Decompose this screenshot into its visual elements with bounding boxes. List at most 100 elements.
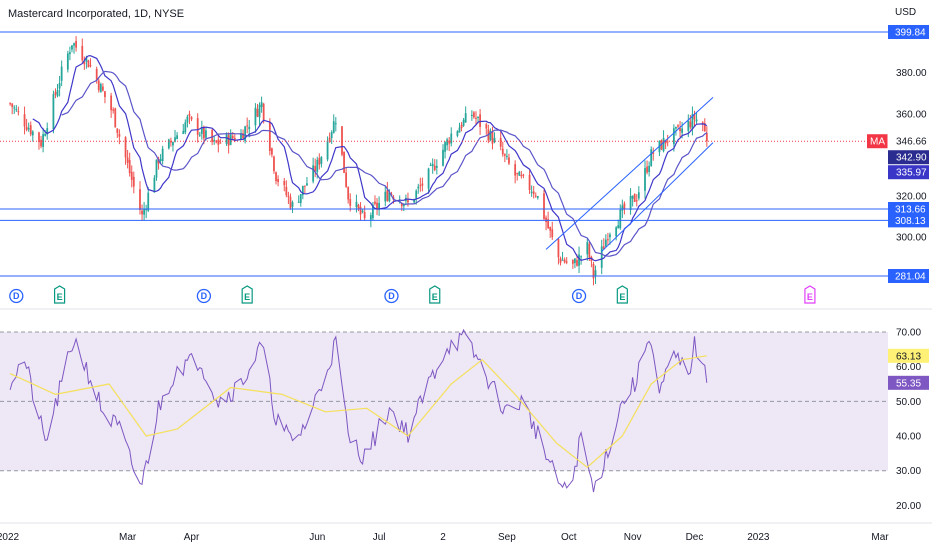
rsi-tick-label: 70.00 (896, 328, 921, 339)
candle-up (378, 202, 380, 210)
candle-up (600, 246, 603, 268)
rsi-value-label: 55.35 (896, 378, 921, 389)
candle-up (161, 148, 164, 162)
dividend-marker[interactable] (571, 288, 587, 304)
candle-up (464, 113, 467, 123)
earnings-marker-label: E (807, 292, 813, 302)
candle-up (650, 149, 653, 167)
candle-down (400, 203, 403, 207)
price-tick-label: 300.00 (896, 233, 927, 244)
candle-down (101, 86, 104, 91)
dividend-marker-label: D (201, 291, 208, 301)
price-tick-label: 320.00 (896, 191, 927, 202)
time-tick-label: Mar (871, 532, 889, 543)
candle-down (126, 157, 129, 163)
candle-up (58, 83, 61, 89)
candle-down (314, 166, 317, 172)
candle-down (256, 108, 259, 117)
earnings-marker[interactable] (616, 285, 628, 304)
candle-down (271, 148, 273, 155)
candle-down (246, 125, 249, 127)
ma-value-label: 342.90 (896, 153, 927, 164)
candle-down (217, 139, 220, 145)
earnings-marker[interactable] (53, 285, 66, 304)
candle-up (244, 126, 247, 141)
candle-up (320, 156, 323, 164)
earnings-marker[interactable] (241, 285, 253, 304)
price-tick-label: 380.00 (896, 68, 927, 79)
candle-down (703, 123, 706, 132)
candle-down (386, 190, 389, 201)
candle-up (213, 139, 216, 141)
candle-up (71, 45, 73, 50)
candle-up (225, 134, 228, 144)
candle-down (475, 117, 477, 119)
candle-down (211, 129, 214, 142)
candle-up (450, 133, 453, 144)
candle-up (198, 134, 201, 136)
candle-down (485, 124, 488, 129)
candle-up (184, 122, 187, 133)
ma-slow-line (61, 70, 708, 257)
dividend-marker[interactable] (384, 288, 399, 304)
candle-up (617, 225, 620, 229)
candle-up (330, 132, 333, 139)
earnings-marker[interactable] (429, 285, 441, 304)
candle-down (54, 92, 57, 95)
candle-down (262, 103, 265, 121)
chart-title: Mastercard Incorporated, 1D, NYSE (8, 8, 184, 20)
candle-down (646, 166, 648, 173)
candle-up (574, 258, 576, 264)
candle-down (503, 154, 506, 156)
candle-down (374, 201, 376, 204)
candle-down (666, 141, 669, 143)
candle-down (132, 176, 135, 187)
candle-up (147, 192, 150, 211)
rsi-tick-label: 20.00 (896, 501, 921, 512)
future-earnings-marker[interactable] (804, 285, 816, 304)
candle-down (693, 113, 696, 120)
dividend-marker[interactable] (9, 288, 24, 304)
candle-down (227, 135, 230, 146)
dividend-marker-label: D (576, 291, 583, 301)
candle-up (372, 204, 374, 219)
candle-down (705, 133, 708, 142)
time-tick-label: Oct (561, 532, 577, 543)
candle-down (112, 109, 115, 111)
candle-up (619, 209, 622, 229)
candle-up (297, 201, 300, 203)
time-tick-label: Jul (373, 532, 386, 543)
candle-up (306, 183, 308, 186)
rsi-pane[interactable] (0, 328, 888, 493)
candle-up (85, 57, 88, 62)
candle-down (283, 180, 286, 186)
rsi-line (9, 328, 708, 493)
candle-down (557, 238, 560, 258)
candle-down (190, 116, 193, 120)
candle-down (376, 202, 378, 209)
candle-down (289, 196, 292, 209)
candle-up (662, 137, 665, 152)
candle-up (15, 109, 18, 111)
candle-up (73, 43, 75, 46)
candle-down (499, 137, 502, 147)
candle-down (532, 191, 535, 194)
candle-down (516, 172, 519, 174)
dividend-marker[interactable] (196, 288, 212, 304)
candle-down (592, 263, 595, 279)
candle-down (25, 126, 28, 130)
candle-up (402, 203, 405, 207)
candle-up (691, 114, 694, 130)
candle-up (44, 133, 47, 136)
last-price-label: 346.66 (896, 137, 927, 148)
candle-up (458, 127, 461, 133)
last-price-tag (887, 133, 930, 149)
candle-up (470, 114, 473, 116)
time-tick-label: Jun (309, 532, 325, 543)
candle-up (631, 195, 634, 199)
candle-down (17, 111, 20, 113)
candle-down (275, 172, 277, 182)
candle-up (431, 163, 434, 167)
